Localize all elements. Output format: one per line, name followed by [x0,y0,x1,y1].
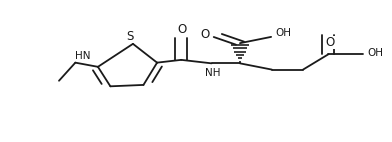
Text: HN: HN [74,51,90,61]
Text: OH: OH [276,28,292,38]
Text: NH: NH [205,68,220,78]
Text: S: S [126,30,134,43]
Text: O: O [326,36,335,49]
Text: O: O [177,23,187,36]
Text: O: O [201,28,210,41]
Text: OH: OH [367,48,383,58]
